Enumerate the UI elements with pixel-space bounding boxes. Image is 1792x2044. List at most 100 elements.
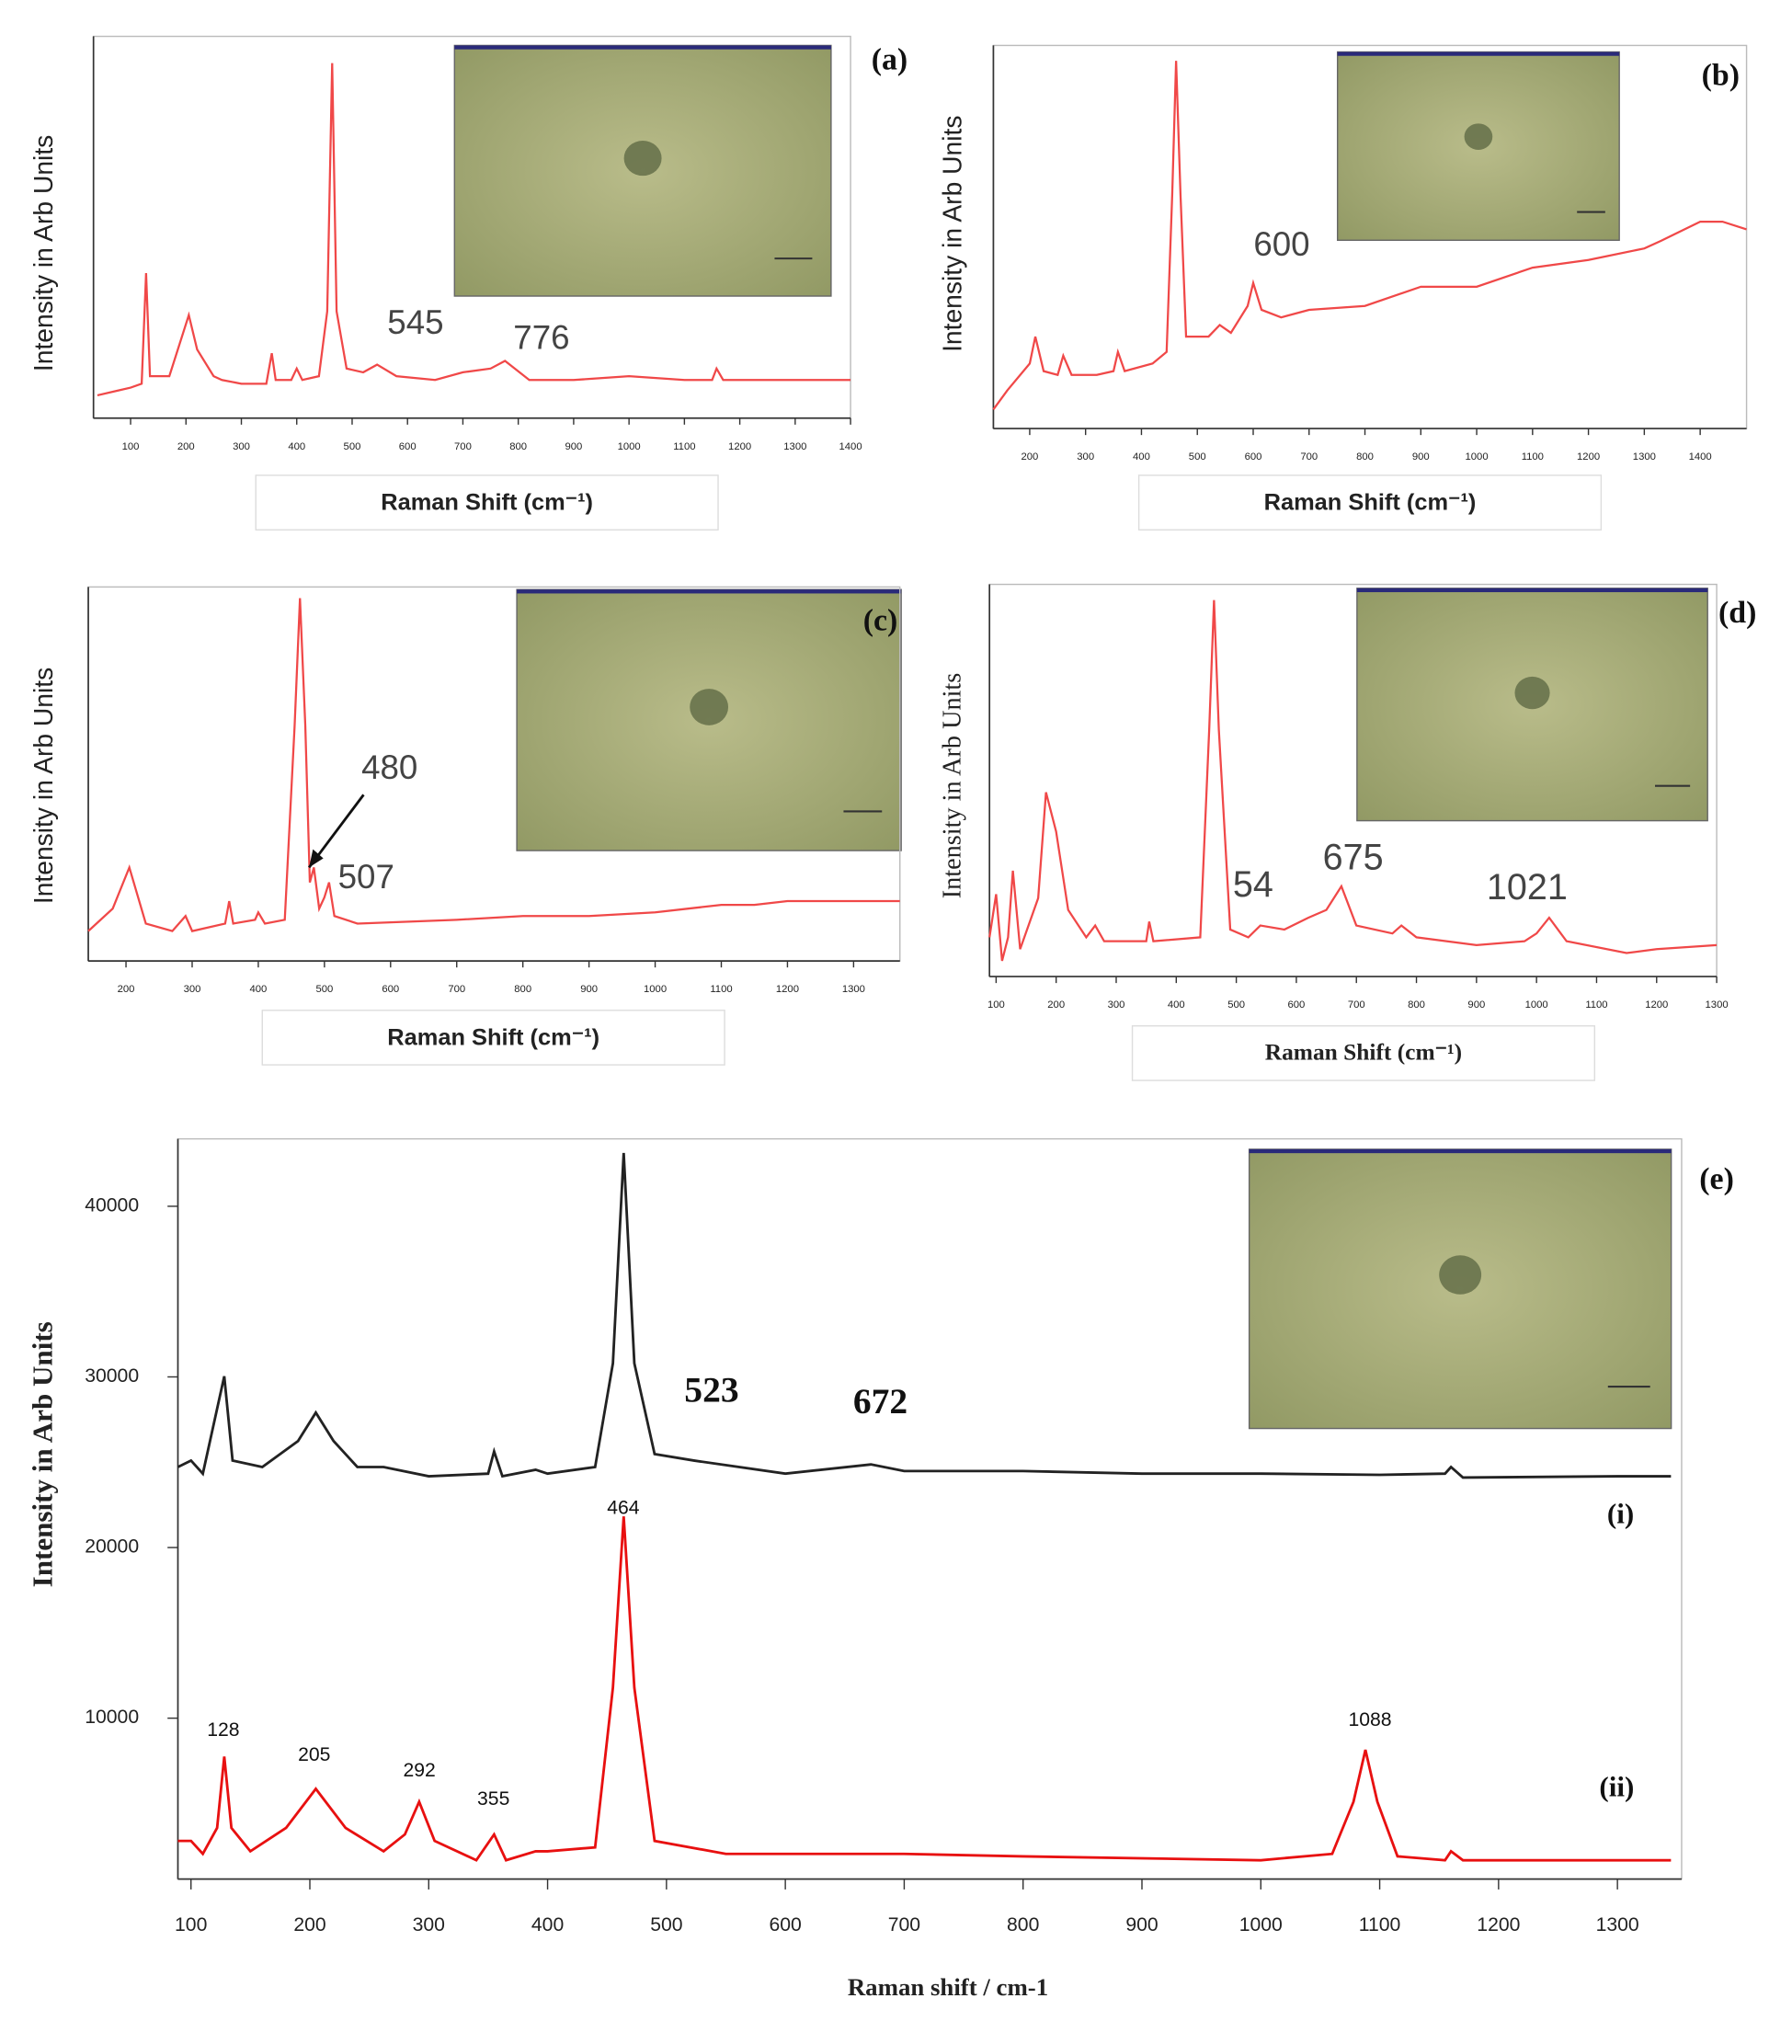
peak-annotation: 545 <box>387 303 443 341</box>
x-tick-label: 800 <box>509 441 527 452</box>
y-axis-label: Intensity in Arb Units <box>939 673 967 898</box>
x-axis-label: Raman Shift (cm⁻¹) <box>1265 1040 1462 1066</box>
panel-label: (c) <box>863 604 898 638</box>
panel-label: (d) <box>1718 596 1756 630</box>
x-tick-label: 200 <box>1047 999 1065 1011</box>
peak-annotation: 480 <box>361 748 417 786</box>
inset-particle <box>690 689 729 725</box>
x-tick-label: 1100 <box>673 441 695 452</box>
x-tick-label: 100 <box>987 999 1005 1011</box>
x-tick-label: 900 <box>1125 1914 1158 1936</box>
peak-annotation: 672 <box>853 1381 907 1422</box>
x-tick-label: 1100 <box>1585 999 1607 1011</box>
x-tick-label: 700 <box>454 441 472 452</box>
inset-border <box>1337 51 1620 56</box>
peak-annotation: 507 <box>338 858 394 896</box>
y-tick-label: 20000 <box>85 1536 139 1558</box>
y-axis-label: Intensity in Arb Units <box>938 116 967 352</box>
x-tick-label: 500 <box>1189 451 1206 462</box>
x-tick-label: 1300 <box>1706 999 1729 1011</box>
series-label: (ii) <box>1599 1770 1634 1802</box>
x-tick-label: 700 <box>888 1914 920 1936</box>
peak-annotation: 464 <box>607 1498 640 1519</box>
y-tick-label: 10000 <box>85 1707 139 1728</box>
x-tick-label: 600 <box>769 1914 801 1936</box>
inset-particle <box>1439 1255 1482 1295</box>
x-tick-label: 400 <box>531 1914 564 1936</box>
x-tick-label: 300 <box>233 441 250 452</box>
x-tick-label: 400 <box>288 441 305 452</box>
x-label-box <box>1137 474 1603 531</box>
peak-annotation: 128 <box>207 1719 239 1741</box>
x-tick-label: 800 <box>1408 999 1425 1011</box>
peak-annotation: 205 <box>298 1744 330 1765</box>
x-tick-label: 400 <box>1133 451 1150 462</box>
inset-particle <box>1464 123 1493 150</box>
x-tick-label: 200 <box>293 1914 325 1936</box>
x-tick-label: 700 <box>1300 451 1318 462</box>
peak-annotation: 292 <box>404 1760 436 1781</box>
peak-annotation: 523 <box>684 1370 738 1410</box>
inset-border <box>454 45 831 50</box>
y-axis-label: Intensity in Arb Units <box>29 668 58 904</box>
inset-particle <box>623 141 662 177</box>
x-tick-label: 1100 <box>1359 1914 1401 1936</box>
x-axis-label: Raman Shift (cm⁻¹) <box>381 490 593 516</box>
x-tick-label: 900 <box>1467 999 1485 1011</box>
x-tick-label: 300 <box>1108 999 1125 1011</box>
x-tick-label: 1200 <box>1477 1914 1520 1936</box>
x-tick-label: 1000 <box>644 984 667 995</box>
series-label: (i) <box>1607 1498 1634 1530</box>
x-tick-label: 300 <box>413 1914 445 1936</box>
x-tick-label: 700 <box>448 984 465 995</box>
x-tick-label: 1100 <box>1522 451 1544 462</box>
x-tick-label: 1300 <box>783 441 806 452</box>
x-tick-label: 1000 <box>1239 1914 1283 1936</box>
inset-border <box>1356 588 1708 593</box>
x-tick-label: 900 <box>565 441 582 452</box>
x-tick-label: 1000 <box>1466 451 1489 462</box>
x-tick-label: 1000 <box>1525 999 1548 1011</box>
peak-annotation: 54 <box>1233 864 1273 905</box>
x-tick-label: 600 <box>382 984 399 995</box>
inset-border <box>1249 1148 1672 1154</box>
x-label-box <box>1131 1025 1596 1081</box>
x-tick-label: 800 <box>1356 451 1374 462</box>
x-tick-label: 1300 <box>842 984 865 995</box>
x-tick-label: 900 <box>580 984 598 995</box>
x-tick-label: 1300 <box>1633 451 1656 462</box>
spectrum-line <box>97 63 851 397</box>
spectrum-line <box>87 598 900 932</box>
x-tick-label: 400 <box>250 984 268 995</box>
peak-annotation: 675 <box>1323 837 1384 877</box>
x-tick-label: 200 <box>177 441 195 452</box>
x-tick-label: 200 <box>1022 451 1039 462</box>
x-tick-label: 500 <box>1227 999 1245 1011</box>
peak-annotation: 1088 <box>1348 1709 1391 1730</box>
x-tick-label: 100 <box>122 441 140 452</box>
x-tick-label: 400 <box>1168 999 1185 1011</box>
x-tick-label: 600 <box>399 441 417 452</box>
y-tick-label: 30000 <box>85 1365 139 1387</box>
x-label-box <box>261 1010 725 1066</box>
x-tick-label: 1400 <box>1689 451 1712 462</box>
x-tick-label: 1100 <box>710 984 732 995</box>
x-axis-label: Raman shift / cm-1 <box>848 1973 1048 2001</box>
x-tick-label: 500 <box>315 984 333 995</box>
x-tick-label: 500 <box>344 441 361 452</box>
inset-particle <box>1514 676 1550 710</box>
spectrum-line <box>177 1152 1672 1479</box>
x-label-box <box>255 474 719 531</box>
x-axis-label: Raman Shift (cm⁻¹) <box>1264 490 1477 516</box>
spectrum-line <box>992 61 1747 410</box>
spectrum-line <box>988 599 1718 962</box>
peak-annotation: 355 <box>477 1788 509 1810</box>
y-axis-label: Intensity in Arb Units <box>27 1321 59 1587</box>
x-tick-label: 500 <box>650 1914 682 1936</box>
x-tick-label: 1000 <box>618 441 641 452</box>
peak-annotation: 776 <box>513 319 569 357</box>
x-tick-label: 1200 <box>728 441 751 452</box>
